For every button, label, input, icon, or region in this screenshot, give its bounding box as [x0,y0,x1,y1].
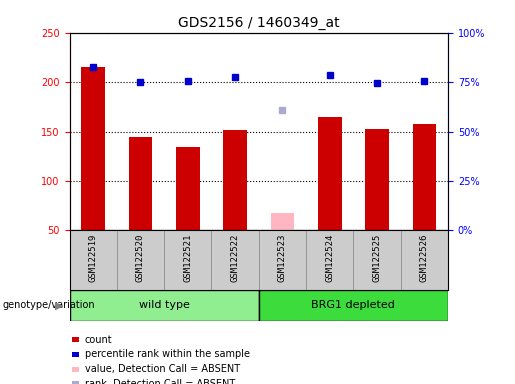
Text: GSM122519: GSM122519 [89,233,98,282]
Text: GSM122521: GSM122521 [183,233,192,282]
Text: GSM122523: GSM122523 [278,233,287,282]
Text: count: count [85,335,113,345]
Bar [224,129,247,230]
Text: value, Detection Call = ABSENT: value, Detection Call = ABSENT [85,364,240,374]
Bar [365,129,389,230]
Bar [413,124,436,230]
Text: wild type: wild type [139,300,190,310]
Bar [318,117,341,230]
Bar [176,147,200,230]
Text: ▶: ▶ [55,300,63,310]
Text: GSM122520: GSM122520 [136,233,145,282]
Bar [117,230,164,290]
Text: BRG1 depleted: BRG1 depleted [312,300,396,310]
Bar [259,230,306,290]
Bar [164,230,212,290]
Bar [70,290,259,321]
Bar [81,67,105,230]
Text: GSM122525: GSM122525 [372,233,382,282]
Bar [70,230,117,290]
Text: genotype/variation: genotype/variation [3,300,95,310]
Bar [306,230,353,290]
Bar [129,137,152,230]
Bar [270,213,294,230]
Bar [401,230,448,290]
Title: GDS2156 / 1460349_at: GDS2156 / 1460349_at [178,16,339,30]
Bar [259,290,448,321]
Text: GSM122526: GSM122526 [420,233,429,282]
Text: GSM122524: GSM122524 [325,233,334,282]
Text: percentile rank within the sample: percentile rank within the sample [85,349,250,359]
Text: GSM122522: GSM122522 [231,233,239,282]
Bar [353,230,401,290]
Bar [212,230,259,290]
Text: rank, Detection Call = ABSENT: rank, Detection Call = ABSENT [85,379,235,384]
